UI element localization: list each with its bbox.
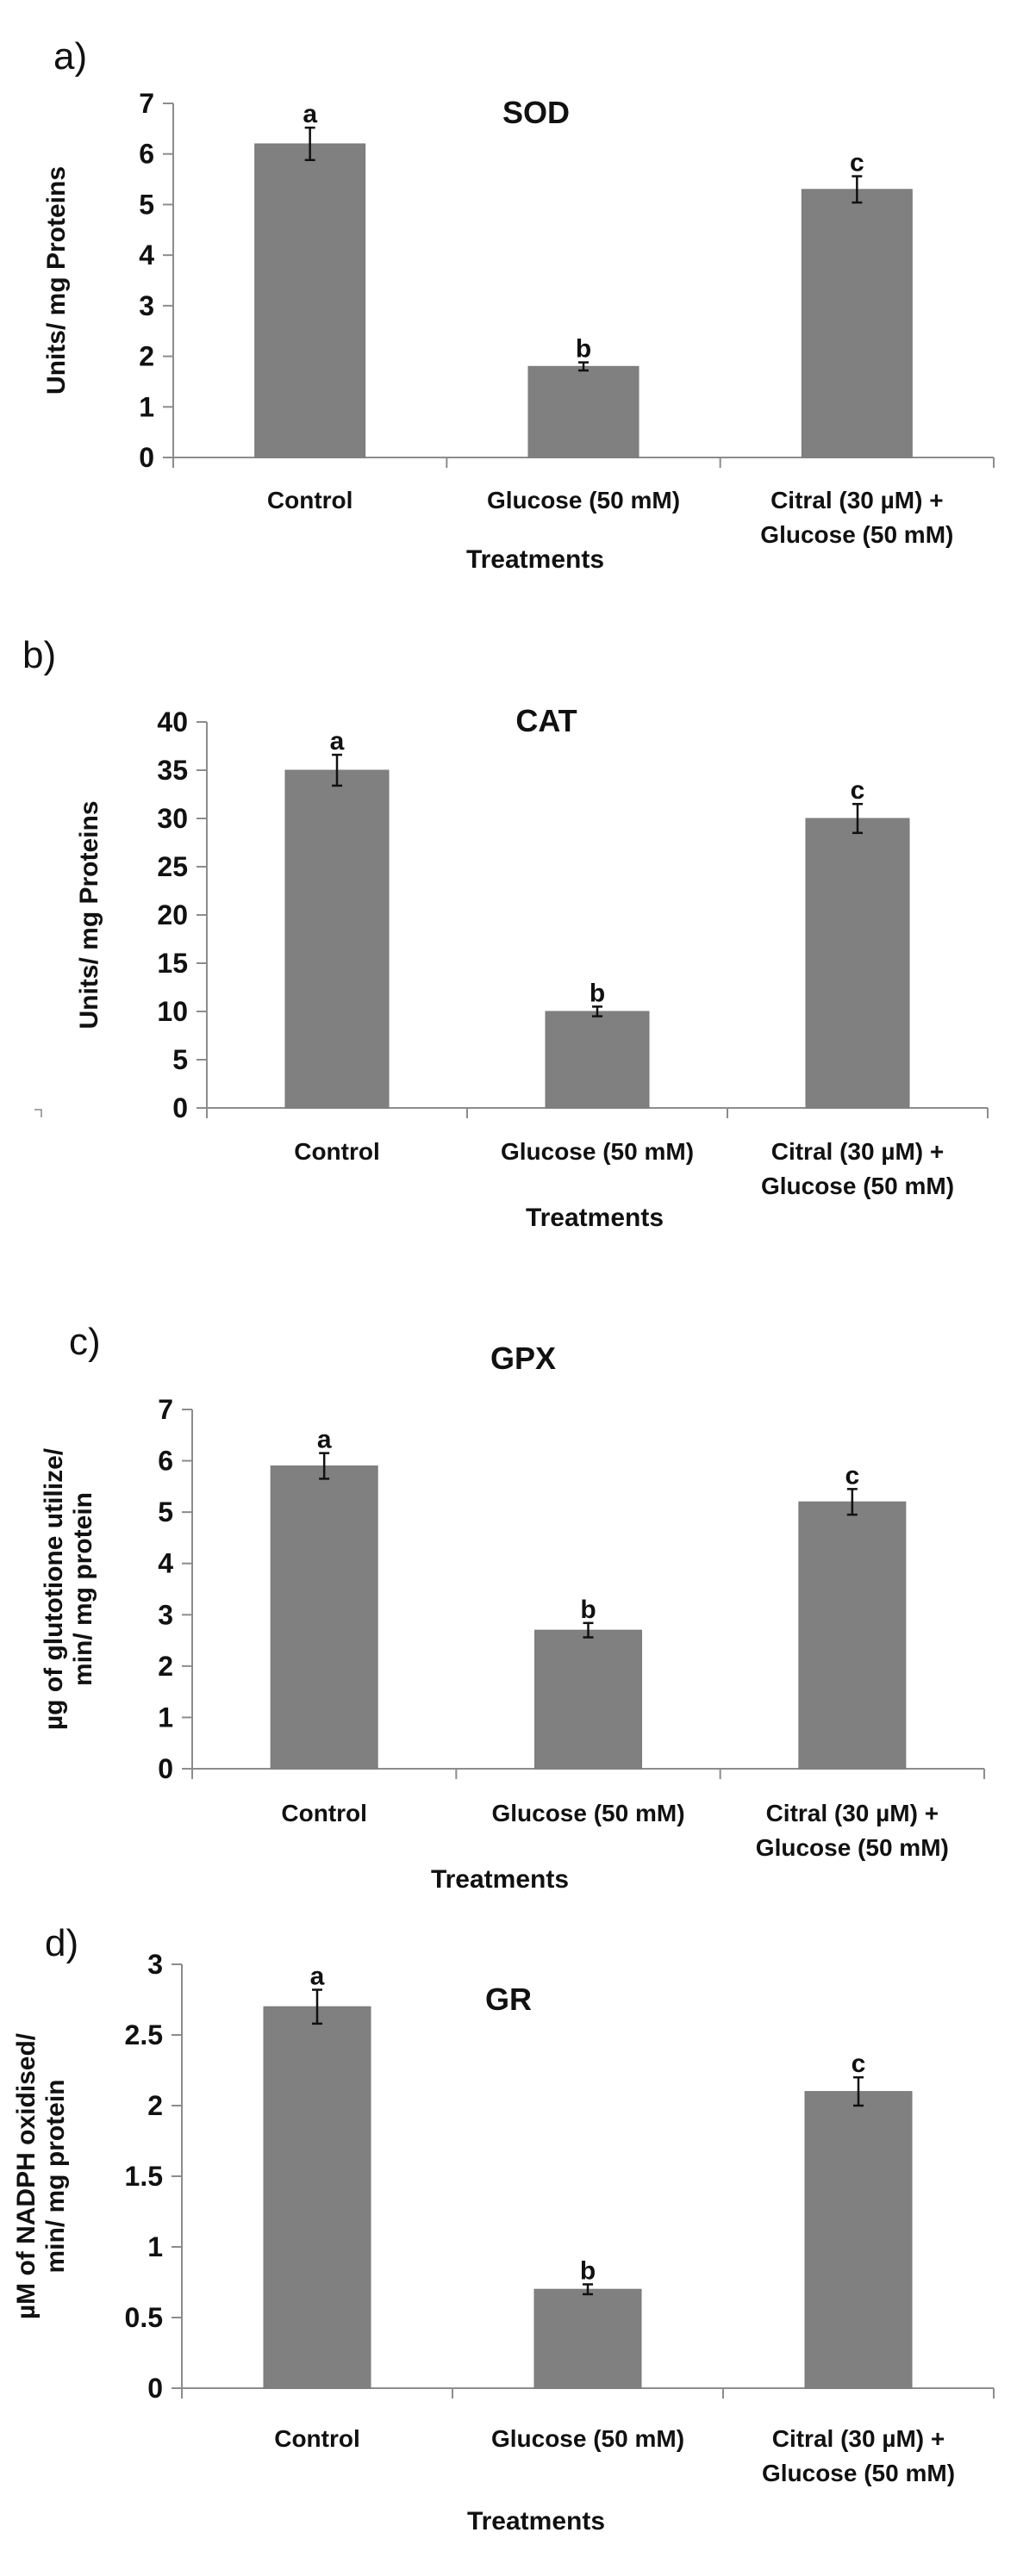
significance-letter: b xyxy=(580,2256,596,2285)
y-tick-label: 20 xyxy=(157,899,188,930)
x-category-label: Glucose (50 mM) xyxy=(487,487,680,513)
y-tick-label: 25 xyxy=(157,851,188,882)
y-tick-label: 5 xyxy=(172,1044,188,1075)
y-axis-title: Units/ mg Proteins xyxy=(75,800,103,1029)
bar xyxy=(270,1465,378,1770)
y-axis-title: Units/ mg Proteins xyxy=(42,166,71,395)
panel-cat: b) CAT Treatments 0 5 10 15 20 25 30 35 40 Units/… xyxy=(22,634,989,1232)
y-tick-label: 1 xyxy=(139,391,154,422)
y-tick-label: 2 xyxy=(139,341,154,372)
significance-letter: b xyxy=(580,1596,596,1624)
y-tick-label: 6 xyxy=(158,1446,173,1477)
panel-letter: a) xyxy=(53,35,87,78)
y-tick-label: 3 xyxy=(158,1599,173,1630)
y-tick-label: 3 xyxy=(139,290,154,321)
bar xyxy=(798,1501,907,1770)
chart-title: CAT xyxy=(515,703,577,738)
x-category-label: Control xyxy=(267,487,353,513)
y-tick-label: 2 xyxy=(158,1651,173,1682)
x-category-label: Control xyxy=(294,1138,380,1165)
bar xyxy=(534,1629,642,1770)
y-tick-label: 1 xyxy=(158,1702,173,1733)
panel-gpx: c) GPX Treatments 0 1 2 3 4 5 6 7 µg of glutotio… xyxy=(40,1321,985,1894)
x-category-label: Control xyxy=(274,2425,360,2452)
x-category-label: Citral (30 µM) + xyxy=(772,2425,945,2452)
bar xyxy=(533,2288,642,2389)
chart-title: GPX xyxy=(490,1341,556,1376)
y-tick-label: 1.5 xyxy=(125,2161,163,2192)
significance-letter: a xyxy=(317,1426,332,1454)
y-tick-label: 0.5 xyxy=(125,2302,163,2333)
y-axis-title: min/ mg protein xyxy=(41,2080,70,2274)
y-tick-label: 0 xyxy=(172,1092,188,1123)
y-tick-label: 0 xyxy=(158,1753,173,1784)
y-tick-label: 5 xyxy=(158,1496,173,1528)
x-category-label: Citral (30 µM) + xyxy=(771,487,944,513)
y-tick-label: 4 xyxy=(158,1548,173,1579)
stray-corner-mark xyxy=(34,1109,42,1117)
panel-letter: d) xyxy=(45,1922,78,1964)
bar xyxy=(284,769,390,1109)
bar xyxy=(801,189,913,458)
x-category-label: Glucose (50 mM) xyxy=(491,1800,684,1826)
x-category-label: Glucose (50 mM) xyxy=(761,1173,954,1199)
y-tick-label: 0 xyxy=(139,442,154,473)
y-tick-label: 4 xyxy=(139,240,154,271)
x-axis-title: Treatments xyxy=(431,1865,569,1894)
y-tick-label: 40 xyxy=(157,706,188,737)
significance-letter: a xyxy=(330,727,345,756)
significance-letter: c xyxy=(851,776,865,805)
x-category-label: Citral (30 µM) + xyxy=(766,1800,939,1826)
y-tick-label: 1 xyxy=(147,2231,163,2262)
y-tick-label: 10 xyxy=(157,996,188,1027)
y-tick-label: 0 xyxy=(147,2373,163,2404)
bar xyxy=(545,1011,650,1109)
y-axis-title: min/ mg protein xyxy=(69,1492,97,1686)
x-axis-title: Treatments xyxy=(466,545,604,574)
panel-letter: c) xyxy=(69,1321,101,1363)
x-category-label: Glucose (50 mM) xyxy=(760,521,953,548)
y-tick-label: 6 xyxy=(139,139,154,170)
x-category-label: Glucose (50 mM) xyxy=(501,1138,694,1165)
y-tick-label: 7 xyxy=(139,88,154,119)
panel-gr: d) GR Treatments 0 0.5 1 1.5 2 2.5 3 µM of NADP… xyxy=(12,1922,995,2536)
y-axis-title: µM of NADPH oxidised/ xyxy=(12,2032,41,2319)
x-axis-title: Treatments xyxy=(467,2507,605,2536)
bar xyxy=(263,2006,371,2389)
significance-letter: b xyxy=(590,979,605,1007)
significance-letter: b xyxy=(576,335,591,364)
x-category-label: Glucose (50 mM) xyxy=(491,2425,684,2452)
y-axis-title: µg of glutotione utilize/ xyxy=(40,1447,68,1730)
y-tick-label: 5 xyxy=(139,189,154,220)
significance-letter: a xyxy=(303,100,317,128)
x-category-label: Glucose (50 mM) xyxy=(762,2460,955,2486)
y-tick-label: 2 xyxy=(147,2090,163,2121)
x-category-label: Glucose (50 mM) xyxy=(756,1834,949,1861)
significance-letter: c xyxy=(850,149,864,177)
significance-letter: a xyxy=(310,1963,325,1991)
y-tick-label: 7 xyxy=(158,1394,173,1425)
bar xyxy=(527,365,640,458)
bar xyxy=(804,2091,913,2389)
y-tick-label: 2.5 xyxy=(125,2019,163,2050)
significance-letter: c xyxy=(852,2050,866,2078)
chart-title: SOD xyxy=(502,95,570,130)
y-tick-label: 3 xyxy=(147,1949,163,1980)
bar xyxy=(254,143,366,458)
y-tick-label: 15 xyxy=(157,948,188,979)
panel-letter: b) xyxy=(22,634,56,676)
y-tick-label: 35 xyxy=(157,755,188,786)
significance-letter: c xyxy=(845,1461,859,1490)
chart-title: GR xyxy=(485,1982,532,2017)
panel-sod: a) SOD Treatments 0 1 2 3 4 5 6 7 Units/ mg Prot… xyxy=(42,35,995,574)
x-category-label: Control xyxy=(281,1800,367,1826)
bar xyxy=(805,818,910,1109)
y-tick-label: 30 xyxy=(157,803,188,834)
x-category-label: Citral (30 µM) + xyxy=(771,1138,945,1165)
x-axis-title: Treatments xyxy=(526,1204,664,1232)
